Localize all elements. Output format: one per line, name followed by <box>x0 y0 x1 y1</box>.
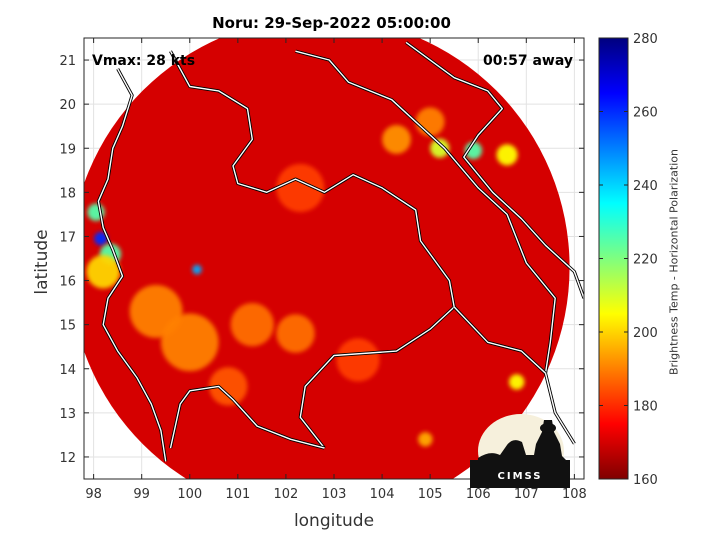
x-axis-label: longitude <box>293 511 375 531</box>
brightness-cell <box>209 367 248 406</box>
colorbar-label: Brightness Temp - Horizontal Polarizatio… <box>667 149 681 375</box>
brightness-cell <box>230 303 274 347</box>
y-tick-label: 19 <box>59 142 76 157</box>
border-line <box>169 50 455 449</box>
swath-features <box>86 107 525 447</box>
x-tick-label: 99 <box>133 487 150 502</box>
brightness-cell <box>276 163 325 212</box>
x-tick-label: 107 <box>514 487 539 502</box>
brightness-cell <box>276 314 315 353</box>
colorbar-axis: 160 180 200 220 240 260 280 <box>599 32 658 488</box>
x-tick-label: 104 <box>370 487 395 502</box>
colorbar-tick-label: 160 <box>633 473 658 488</box>
brightness-cell <box>496 144 518 166</box>
colorbar-tick-label: 200 <box>633 326 658 341</box>
border-line <box>453 306 546 374</box>
x-tick-label: 102 <box>274 487 299 502</box>
time-away-annotation: 00:57 away <box>483 53 573 69</box>
y-tick-label: 17 <box>59 230 76 245</box>
brightness-cell <box>509 374 525 390</box>
y-tick-label: 16 <box>59 275 76 290</box>
border-line <box>295 50 575 445</box>
y-axis: 12 13 14 15 16 17 18 19 20 21 <box>59 54 584 466</box>
border-line <box>405 41 584 299</box>
border-line <box>169 385 325 449</box>
colorbar-tick-label: 180 <box>633 400 658 415</box>
x-tick-label: 106 <box>466 487 491 502</box>
vmax-annotation: Vmax: 28 kts <box>92 53 196 69</box>
border-line <box>97 68 167 462</box>
cimss-logo: CIMSS <box>470 414 570 488</box>
brightness-cell <box>382 125 411 154</box>
plot-area <box>84 38 584 479</box>
brightness-cell <box>336 338 380 382</box>
brightness-cell <box>94 231 108 246</box>
y-tick-label: 14 <box>59 363 76 378</box>
x-tick-label: 100 <box>177 487 202 502</box>
colorbar-tick-label: 260 <box>633 106 658 121</box>
x-tick-label: 105 <box>418 487 443 502</box>
svg-text:CIMSS: CIMSS <box>498 471 543 482</box>
colorbar-tick-label: 280 <box>633 32 658 47</box>
brightness-cell <box>160 313 219 372</box>
x-tick-label: 108 <box>562 487 587 502</box>
y-axis-label: latitude <box>32 229 52 295</box>
x-tick-label: 101 <box>225 487 250 502</box>
x-tick-label: 98 <box>85 487 102 502</box>
brightness-cell <box>418 432 433 447</box>
x-axis: 98 99 100 101 102 103 104 105 106 107 108 <box>85 38 587 502</box>
colorbar <box>598 37 629 480</box>
brightness-cell <box>430 138 450 158</box>
colorbar-tick-label: 220 <box>633 253 658 268</box>
y-tick-label: 18 <box>59 186 76 201</box>
chart-title: Noru: 29-Sep-2022 05:00:00 <box>212 14 451 32</box>
y-tick-label: 20 <box>59 98 76 113</box>
x-tick-label: 103 <box>322 487 347 502</box>
brightness-cell <box>86 254 121 289</box>
y-tick-label: 13 <box>59 407 76 422</box>
y-tick-label: 21 <box>59 54 76 69</box>
brightness-cell <box>192 264 202 275</box>
y-tick-label: 15 <box>59 319 76 334</box>
brightness-cell <box>415 107 445 137</box>
colorbar-tick-label: 240 <box>633 179 658 194</box>
y-tick-label: 12 <box>59 451 76 466</box>
